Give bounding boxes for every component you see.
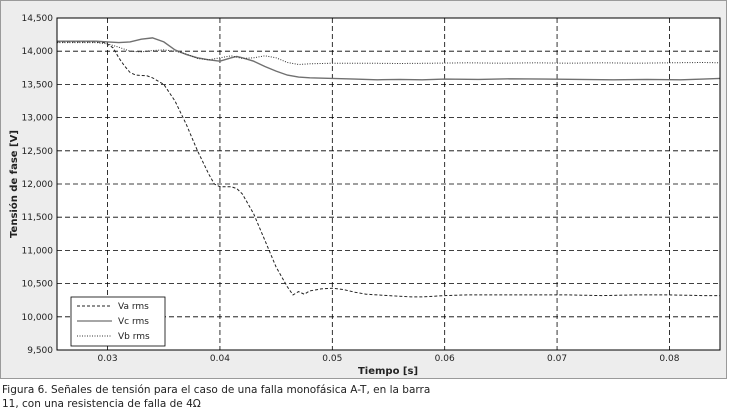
y-tick-label: 12,500 xyxy=(22,147,54,157)
legend-label-vc: Vc rms xyxy=(118,317,149,327)
series-line-vc-rms xyxy=(57,37,721,81)
x-tick-label: 0.07 xyxy=(547,354,567,364)
x-tick-label: 0.05 xyxy=(322,354,342,364)
y-tick-label: 10,500 xyxy=(22,280,54,290)
y-tick-label: 10,000 xyxy=(22,313,54,323)
legend-label-vb: Vb rms xyxy=(118,332,150,342)
legend: Va rms Vc rms Vb rms xyxy=(70,296,166,347)
y-tick-label: 9,500 xyxy=(27,346,53,356)
x-tick-label: 0.04 xyxy=(210,354,230,364)
y-tick-label: 11,500 xyxy=(22,213,54,223)
y-tick-labels: 9,500 10,000 10,500 11,000 11,500 12,000 12,50… xyxy=(22,14,54,356)
y-tick-label: 14,500 xyxy=(22,14,54,24)
legend-label-va: Va rms xyxy=(118,302,149,312)
y-tick-label: 14,000 xyxy=(22,47,54,57)
x-tick-labels: 0.03 0.04 0.05 0.06 0.07 0.08 xyxy=(98,354,680,364)
grid-lines xyxy=(57,18,720,350)
x-tick-label: 0.06 xyxy=(435,354,455,364)
plot-border xyxy=(56,17,721,351)
y-tick-label: 11,000 xyxy=(22,246,54,256)
y-tick-label: 13,500 xyxy=(22,80,54,90)
y-tick-label: 12,000 xyxy=(22,180,54,190)
x-tick-label: 0.03 xyxy=(98,354,118,364)
x-axis-label: Tiempo [s] xyxy=(358,366,418,377)
x-tick-label: 0.08 xyxy=(659,354,679,364)
y-axis-label: Tensión de fase [V] xyxy=(8,130,20,238)
series-lines xyxy=(57,37,721,298)
line-chart: 9,500 10,000 10,500 11,000 11,500 12,000 12,50… xyxy=(8,14,721,377)
figure-caption: Figura 6. Señales de tensión para el cas… xyxy=(2,384,431,410)
y-tick-label: 13,000 xyxy=(22,114,54,124)
